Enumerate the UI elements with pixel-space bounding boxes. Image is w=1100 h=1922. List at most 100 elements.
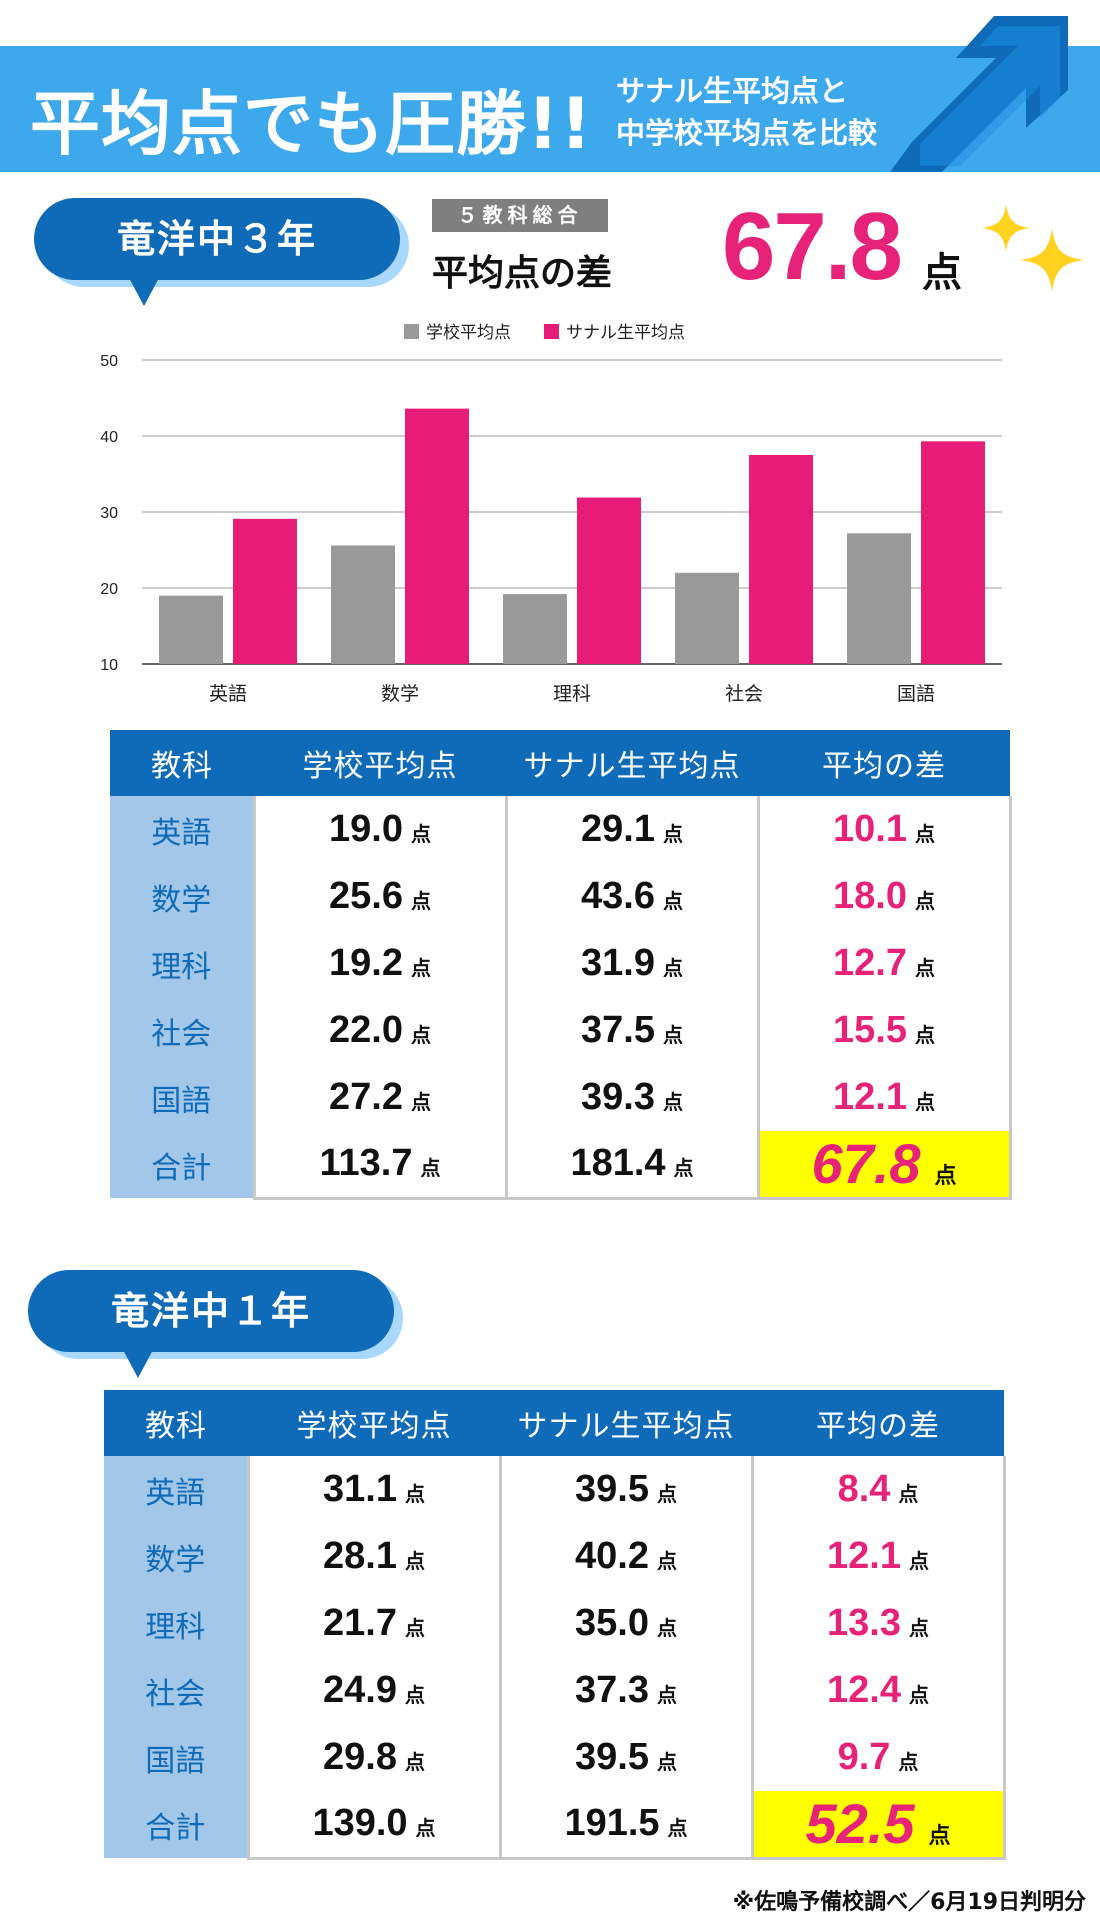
- subject-cell: 社会: [104, 1657, 248, 1724]
- sanaru-average-value: 35.0: [575, 1602, 649, 1644]
- subject-value: 理科: [151, 949, 212, 985]
- subject-value: 数学: [145, 1542, 206, 1578]
- unit-label: 点: [914, 889, 935, 913]
- unit-label: 点: [404, 1549, 425, 1573]
- difference-cell: 8.4 点: [750, 1456, 1006, 1523]
- total-difference-value: 52.5: [805, 1792, 915, 1856]
- sanaru-average-cell: 43.6 点: [504, 863, 760, 930]
- table-row: 英語 19.0 点 29.1 点 10.1 点: [110, 796, 1012, 863]
- total-difference-cell: 67.8 点: [756, 1131, 1012, 1200]
- unit-label: 点: [898, 1750, 919, 1774]
- unit-label: 点: [662, 1023, 683, 1047]
- subject-cell: 社会: [110, 997, 254, 1064]
- unit-label: 点: [656, 1549, 677, 1573]
- table-header-row: 教科 学校平均点 サナル生平均点 平均の差: [110, 730, 1010, 796]
- school-average-cell: 19.2 点: [252, 930, 508, 997]
- legend-label: 学校平均点: [426, 323, 511, 343]
- unit-label: 点: [662, 822, 683, 846]
- unit-label: 点: [662, 889, 683, 913]
- subject-cell: 数学: [110, 863, 254, 930]
- up-arrow-icon: [890, 16, 1068, 172]
- school-average-value: 24.9: [323, 1669, 397, 1711]
- sanaru-average-value: 29.1: [581, 808, 655, 850]
- school-average-cell: 22.0 点: [252, 997, 508, 1064]
- table-row: 数学 25.6 点 43.6 点 18.0 点: [110, 863, 1012, 930]
- col-header-school: 学校平均点: [248, 1390, 500, 1456]
- col-header-school: 学校平均点: [254, 730, 506, 796]
- sanaru-average-cell: 39.3 点: [504, 1064, 760, 1131]
- col-header-diff: 平均の差: [758, 730, 1010, 796]
- x-tick-label: 数学: [381, 683, 419, 705]
- sanaru-average-value: 43.6: [581, 875, 655, 917]
- sparkle-icon: [982, 204, 1084, 292]
- difference-value: 13.3: [827, 1602, 901, 1644]
- unit-label: 点: [404, 1482, 425, 1506]
- bar-sanaru: [405, 408, 469, 664]
- section1-label-bubble: 竜洋中１年: [28, 1270, 394, 1352]
- legend-swatch: [544, 324, 559, 339]
- subject-value: 英語: [151, 815, 212, 851]
- difference-cell: 12.1 点: [756, 1064, 1012, 1131]
- subject-value: 国語: [145, 1743, 206, 1779]
- sanaru-average-value: 39.3: [581, 1076, 655, 1118]
- subject-cell: 理科: [104, 1590, 248, 1657]
- school-average-value: 29.8: [323, 1736, 397, 1778]
- section1-label: 竜洋中１年: [110, 1289, 311, 1333]
- difference-cell: 12.4 点: [750, 1657, 1006, 1724]
- x-tick-label: 社会: [725, 683, 763, 705]
- subject-cell: 英語: [110, 796, 254, 863]
- unit-label: 点: [908, 1616, 929, 1640]
- subject-cell: 数学: [104, 1523, 248, 1590]
- subject-cell: 国語: [110, 1064, 254, 1131]
- score-table-grade1: 教科 学校平均点 サナル生平均点 平均の差 英語 31.1 点 39.5 点 8.4 点数学…: [104, 1390, 1006, 1860]
- subject-value: 合計: [145, 1810, 206, 1846]
- school-average-cell: 21.7 点: [246, 1590, 502, 1657]
- bar-school: [675, 572, 739, 664]
- unit-label: 点: [404, 1683, 425, 1707]
- bar-sanaru: [749, 455, 813, 664]
- difference-value: 12.7: [833, 942, 907, 984]
- difference-value: 9.7: [837, 1736, 891, 1778]
- difference-cell: 9.7 点: [750, 1724, 1006, 1791]
- banner-subtitle-line2: 中学校平均点を比較: [616, 116, 878, 150]
- total-difference-cell: 52.5 点: [750, 1791, 1006, 1860]
- table-header-row: 教科 学校平均点 サナル生平均点 平均の差: [104, 1390, 1004, 1456]
- unit-label: 点: [662, 1090, 683, 1114]
- subject-value: 数学: [151, 882, 212, 918]
- col-header-sanaru: サナル生平均点: [500, 1390, 752, 1456]
- subject-cell: 合計: [110, 1131, 254, 1198]
- section1-bubble-tail: [122, 1348, 154, 1378]
- difference-value: 10.1: [833, 808, 907, 850]
- bar-sanaru: [233, 518, 297, 664]
- school-average-cell: 19.0 点: [252, 796, 508, 863]
- subject-cell: 英語: [104, 1456, 248, 1523]
- school-average-value: 19.0: [329, 808, 403, 850]
- unit-label: 点: [914, 822, 935, 846]
- sanaru-average-value: 40.2: [575, 1535, 649, 1577]
- subject-value: 英語: [145, 1475, 206, 1511]
- unit-label: 点: [928, 1824, 951, 1850]
- subject-value: 社会: [145, 1676, 206, 1712]
- unit-label: 点: [934, 1164, 957, 1190]
- sanaru-average-cell: 39.5 点: [498, 1456, 754, 1523]
- x-tick-label: 英語: [209, 683, 247, 705]
- unit-label: 点: [404, 1750, 425, 1774]
- sanaru-average-cell: 191.5 点: [498, 1791, 754, 1860]
- difference-cell: 10.1 点: [756, 796, 1012, 863]
- school-average-value: 113.7: [319, 1142, 413, 1185]
- unit-label: 点: [656, 1750, 677, 1774]
- school-average-value: 21.7: [323, 1602, 397, 1644]
- unit-label: 点: [673, 1156, 694, 1181]
- school-average-value: 28.1: [323, 1535, 397, 1577]
- sanaru-average-cell: 29.1 点: [504, 796, 760, 863]
- sanaru-average-cell: 31.9 点: [504, 930, 760, 997]
- legend-label: サナル生平均点: [566, 323, 685, 343]
- banner-subtitle-line1: サナル生平均点と: [616, 74, 849, 108]
- table-row: 数学 28.1 点 40.2 点 12.1 点: [104, 1523, 1006, 1590]
- table-row: 社会 24.9 点 37.3 点 12.4 点: [104, 1657, 1006, 1724]
- bar-school: [331, 545, 395, 664]
- unit-label: 点: [656, 1616, 677, 1640]
- y-tick-label: 30: [100, 505, 118, 522]
- difference-cell: 15.5 点: [756, 997, 1012, 1064]
- y-tick-label: 10: [100, 657, 118, 674]
